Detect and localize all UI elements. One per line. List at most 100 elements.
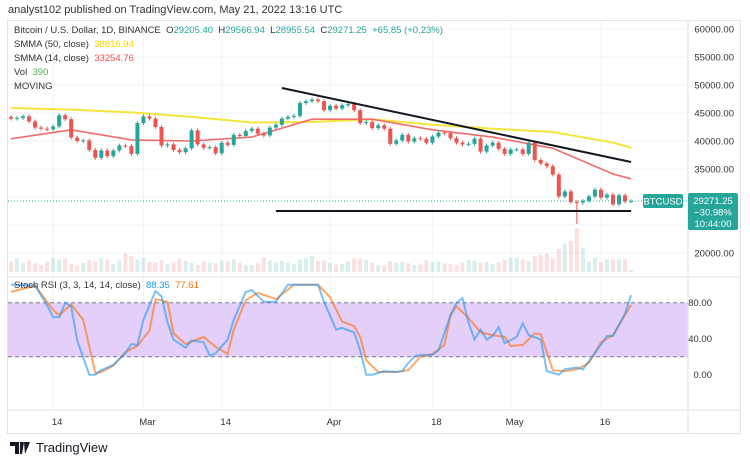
volume-bar — [117, 260, 122, 272]
smma50-line — [10, 107, 632, 149]
candle-body — [502, 148, 507, 154]
candle-body — [496, 142, 501, 149]
volume-bar — [111, 263, 116, 272]
volume-bar — [382, 265, 387, 272]
legend-stoch-rsi[interactable]: Stoch RSI (3, 3, 14, 14, close) 88.35 77… — [14, 280, 199, 291]
candle-body — [249, 128, 254, 131]
price-box-change: −30.98% — [694, 208, 732, 219]
candle-body — [69, 119, 74, 138]
volume-bar — [586, 261, 591, 272]
volume-bar — [147, 261, 152, 272]
open-value: 29205.40 — [173, 25, 214, 36]
volume-bar — [303, 258, 308, 272]
symbol-tag-text: BTCUSD — [643, 197, 682, 208]
smma14-value: 33254.76 — [94, 53, 134, 64]
volume-bar — [219, 260, 224, 272]
candle-body — [394, 140, 399, 144]
volume-bar — [39, 265, 44, 272]
candle-body — [466, 143, 471, 145]
price-axis: 60000.00 55000.00 50000.00 45000.00 40000.00… — [694, 25, 734, 260]
rsi-axis-label: 40.00 — [688, 334, 712, 345]
price-axis-label: 40000.00 — [694, 137, 734, 148]
volume-bar — [442, 263, 447, 272]
volume-bar — [346, 261, 351, 272]
volume-bar — [165, 263, 170, 272]
volume-bar — [255, 262, 260, 272]
candles — [9, 97, 634, 224]
candle-body — [346, 104, 351, 106]
volume-bar — [243, 264, 248, 272]
candle-body — [556, 174, 561, 197]
volume-bar — [520, 259, 525, 272]
candle-body — [297, 102, 302, 116]
legend-symbol[interactable]: Bitcoin / U.S. Dollar, 1D, BINANCE — [14, 25, 161, 36]
candle-body — [303, 101, 308, 103]
candle-body — [629, 201, 634, 203]
volume-bar — [273, 262, 278, 272]
time-axis-label: 16 — [600, 417, 611, 428]
volume-bar — [81, 262, 86, 272]
volume-bar — [51, 257, 56, 272]
legend-volume[interactable]: Vol 390 — [14, 67, 48, 78]
time-axis: 14 Mar 14 Apr 18 May 16 — [52, 417, 610, 428]
volume-bar — [526, 260, 531, 272]
candle-body — [623, 195, 628, 202]
volume-bar — [544, 253, 549, 272]
volume-bar — [598, 261, 603, 272]
volume-bar — [141, 258, 146, 272]
volume-bar — [454, 265, 459, 272]
rsi-axis-label: 80.00 — [688, 298, 712, 309]
volume-bar — [568, 240, 573, 272]
price-box — [688, 193, 738, 230]
volume-bar — [580, 247, 585, 272]
candle-body — [159, 127, 164, 146]
volume-bar — [297, 259, 302, 272]
volume-bar — [27, 260, 32, 272]
footer-brand[interactable]: TradingView — [10, 440, 108, 455]
legend-moving[interactable]: MOVING — [14, 81, 53, 92]
chart-frame[interactable] — [7, 20, 741, 434]
volume-bar — [75, 265, 80, 272]
smma50-label: SMMA (50, close) — [14, 39, 89, 50]
candle-body — [611, 194, 615, 205]
volume-bar — [334, 264, 339, 272]
stoch-d-value: 77.61 — [175, 280, 199, 291]
candle-body — [370, 121, 375, 129]
volume-bar — [195, 265, 200, 272]
candle-body — [334, 105, 339, 109]
open-label: O — [166, 25, 174, 36]
time-axis-label: 14 — [220, 417, 231, 428]
candle-body — [562, 191, 567, 197]
price-box-price: 29271.25 — [693, 196, 733, 207]
candle-body — [129, 146, 134, 154]
volume-bar — [388, 260, 393, 272]
candle-body — [237, 134, 242, 136]
legend-smma14[interactable]: SMMA (14, close) 33254.76 — [14, 53, 134, 64]
rsi-axis-label: 0.00 — [694, 370, 713, 381]
volume-bar — [364, 260, 369, 272]
candle-body — [45, 128, 50, 130]
volume-bar — [448, 263, 453, 272]
candle-body — [544, 163, 549, 167]
volume-bar — [502, 259, 507, 272]
candle-body — [352, 104, 357, 111]
volume-bar — [129, 255, 134, 272]
stoch-rsi-lines — [10, 283, 633, 376]
candle-body — [388, 128, 393, 144]
candle-body — [568, 191, 573, 203]
candle-body — [135, 123, 140, 154]
legend-smma50[interactable]: SMMA (50, close) 38816.94 — [14, 39, 134, 50]
volume-bar — [496, 262, 501, 272]
volume-bar — [592, 257, 597, 272]
price-axis-label: 20000.00 — [694, 249, 734, 260]
candle-body — [183, 148, 188, 153]
candle-body — [484, 145, 489, 152]
volume-bar — [538, 254, 543, 272]
candle-body — [57, 115, 62, 127]
symbol-tag — [643, 194, 683, 208]
candle-body — [99, 150, 104, 158]
candle-body — [586, 196, 591, 201]
volume-bar — [123, 253, 128, 272]
candle-body — [213, 147, 218, 154]
